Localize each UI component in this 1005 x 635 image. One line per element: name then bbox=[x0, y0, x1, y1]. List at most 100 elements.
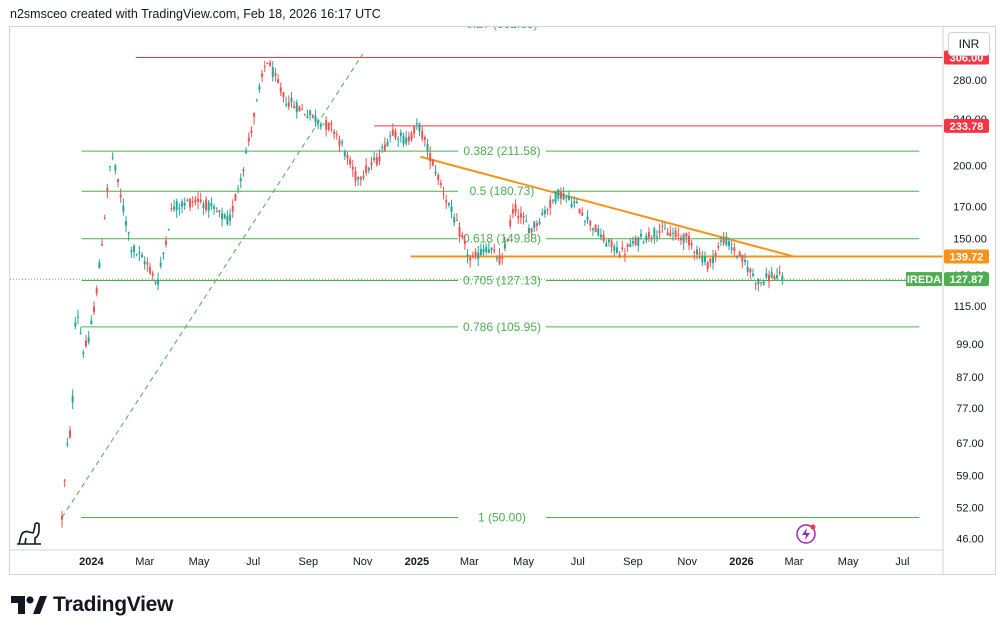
fibonacci-layer: 0.382 (211.58) 0.5 (180.73) 0.618 (149.88)… bbox=[81, 27, 920, 525]
fib-level-label: 0.705 (127.13) bbox=[463, 274, 541, 288]
candle-body bbox=[226, 216, 229, 224]
candle bbox=[229, 208, 232, 226]
candle bbox=[106, 183, 109, 199]
candle bbox=[634, 235, 637, 247]
candle bbox=[295, 99, 298, 119]
candle-body bbox=[269, 62, 272, 67]
candle-body bbox=[418, 123, 421, 131]
candle-body bbox=[349, 159, 352, 165]
candle-body bbox=[757, 278, 760, 285]
candle-body bbox=[434, 171, 437, 174]
candle-body bbox=[637, 237, 640, 246]
candle bbox=[589, 220, 592, 232]
trendline bbox=[420, 155, 795, 258]
candle-body bbox=[413, 126, 416, 134]
candle bbox=[421, 126, 424, 142]
candle-body bbox=[760, 282, 763, 284]
candle-body bbox=[114, 165, 117, 171]
trendline bbox=[61, 53, 364, 518]
y-tick-label: 52.00 bbox=[956, 503, 984, 515]
candle bbox=[405, 131, 408, 146]
candle bbox=[554, 191, 557, 205]
candle-body bbox=[506, 239, 509, 242]
candle-body bbox=[237, 188, 240, 190]
chart-header: n2smsceo created with TradingView.com, F… bbox=[10, 7, 381, 21]
time-axis: 2024 Mar May Jul Sep Nov 2025 Mar May Jul Sep Nov 20… bbox=[10, 549, 943, 568]
symbol-tag-label: IREDA bbox=[907, 274, 941, 286]
candle-body bbox=[279, 87, 282, 93]
candle bbox=[69, 426, 72, 440]
tradingview-logo[interactable]: TradingView bbox=[11, 593, 173, 617]
candle-body bbox=[157, 279, 160, 285]
candle-body bbox=[581, 212, 584, 216]
candle bbox=[261, 69, 264, 83]
candle bbox=[639, 229, 642, 240]
candle bbox=[119, 188, 122, 203]
candle bbox=[341, 139, 344, 147]
candle-body bbox=[314, 115, 317, 122]
candle-body bbox=[151, 273, 154, 276]
candle-body bbox=[202, 203, 205, 209]
candle bbox=[557, 189, 560, 201]
candle bbox=[762, 280, 765, 286]
candle-body bbox=[498, 255, 501, 264]
candle-body bbox=[199, 199, 202, 202]
currency-selector[interactable]: INR bbox=[948, 32, 990, 56]
candle bbox=[469, 254, 472, 268]
candle bbox=[712, 249, 714, 270]
x-tick-label: May bbox=[513, 556, 534, 568]
candle-body bbox=[173, 206, 176, 210]
fib-level-label: 0.382 (211.58) bbox=[463, 144, 540, 158]
candle bbox=[546, 207, 549, 215]
lightning-glyph bbox=[802, 528, 810, 540]
candle bbox=[197, 191, 200, 209]
candle bbox=[287, 95, 290, 111]
candle-body bbox=[736, 256, 739, 258]
candle-body bbox=[570, 203, 573, 208]
candle bbox=[215, 207, 218, 213]
candle bbox=[714, 250, 717, 263]
candle-body bbox=[722, 238, 725, 244]
candle-body bbox=[301, 108, 304, 110]
candle-body bbox=[298, 106, 301, 112]
candle bbox=[202, 200, 205, 216]
candle bbox=[599, 228, 602, 241]
lightning-icon[interactable] bbox=[796, 524, 816, 544]
candle bbox=[335, 130, 338, 140]
candle bbox=[173, 199, 176, 212]
chart-frame[interactable] bbox=[9, 26, 996, 575]
candle bbox=[79, 326, 82, 335]
candle bbox=[551, 199, 554, 205]
candle-body bbox=[375, 157, 378, 165]
candle-body bbox=[642, 241, 645, 243]
candle bbox=[493, 243, 496, 254]
candle bbox=[623, 248, 626, 262]
candle bbox=[279, 82, 282, 97]
candle bbox=[282, 91, 285, 103]
last-price-tag-bg bbox=[944, 272, 989, 287]
candle bbox=[765, 267, 768, 280]
candle bbox=[768, 270, 771, 289]
candle-body bbox=[586, 216, 589, 221]
candle bbox=[266, 62, 269, 65]
candle bbox=[117, 178, 120, 188]
candle-body bbox=[253, 112, 256, 117]
candle-body bbox=[514, 204, 517, 213]
candle-body bbox=[82, 352, 85, 355]
candle-body bbox=[197, 198, 200, 202]
candle-body bbox=[776, 275, 779, 279]
candle-body bbox=[234, 194, 237, 201]
candle bbox=[445, 194, 448, 209]
candle bbox=[274, 67, 277, 82]
candle bbox=[752, 268, 755, 278]
candle-body bbox=[607, 239, 610, 243]
candle-body bbox=[626, 244, 629, 247]
candle bbox=[631, 236, 634, 247]
candle-body bbox=[565, 196, 568, 199]
candle bbox=[301, 103, 304, 110]
candle bbox=[407, 131, 410, 146]
candle bbox=[471, 251, 474, 259]
candle bbox=[482, 244, 485, 256]
candle bbox=[247, 132, 250, 147]
